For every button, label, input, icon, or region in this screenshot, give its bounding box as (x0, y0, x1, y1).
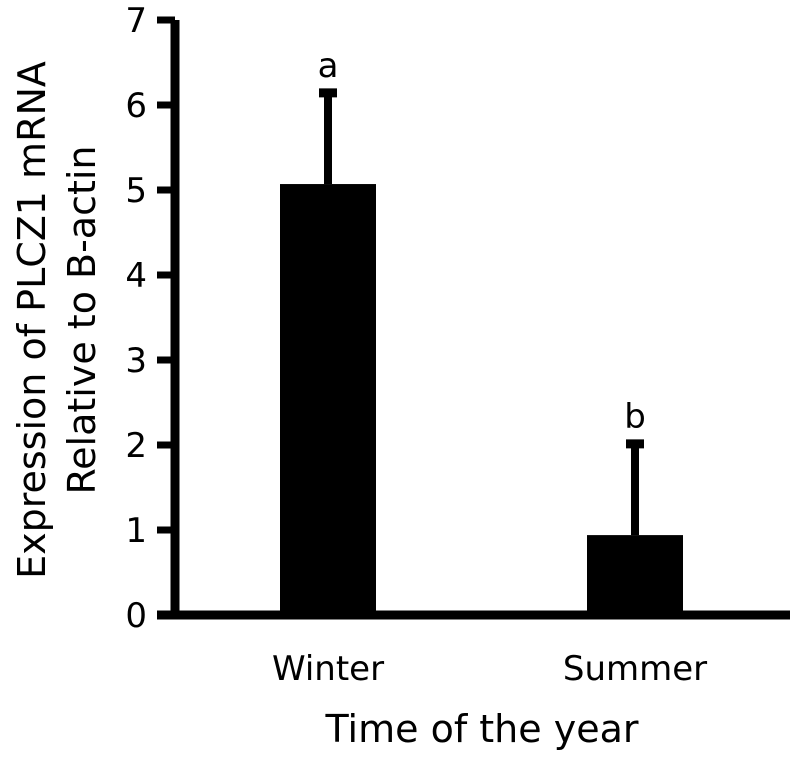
y-axis-title-line-1: Expression of PLCZ1 mRNA (10, 61, 54, 579)
significance-label-summer: b (624, 397, 646, 437)
axes: 0 1 2 3 4 5 6 7 (125, 1, 790, 636)
y-tick-label-4: 4 (125, 256, 147, 296)
bar-winter (280, 184, 376, 616)
bars: a Winter b Summer (272, 46, 707, 689)
y-tick-label-7: 7 (125, 1, 147, 41)
y-tick-label-0: 0 (125, 596, 147, 636)
significance-label-winter: a (318, 46, 339, 86)
x-axis-title: Time of the year (325, 707, 639, 751)
bar-summer (587, 535, 683, 615)
y-tick-label-2: 2 (125, 426, 147, 466)
y-axis-title-line-2: Relative to B-actin (60, 145, 104, 494)
y-tick-label-3: 3 (125, 341, 147, 381)
x-category-label-winter: Winter (272, 649, 384, 689)
x-category-label-summer: Summer (563, 649, 707, 689)
y-tick-label-6: 6 (125, 86, 147, 126)
y-tick-label-5: 5 (125, 171, 147, 211)
y-tick-label-1: 1 (125, 511, 147, 551)
